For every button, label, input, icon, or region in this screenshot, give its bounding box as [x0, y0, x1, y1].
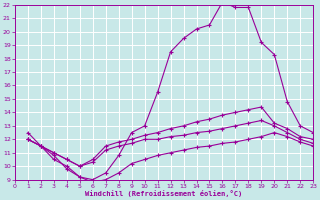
X-axis label: Windchill (Refroidissement éolien,°C): Windchill (Refroidissement éolien,°C)	[85, 190, 243, 197]
